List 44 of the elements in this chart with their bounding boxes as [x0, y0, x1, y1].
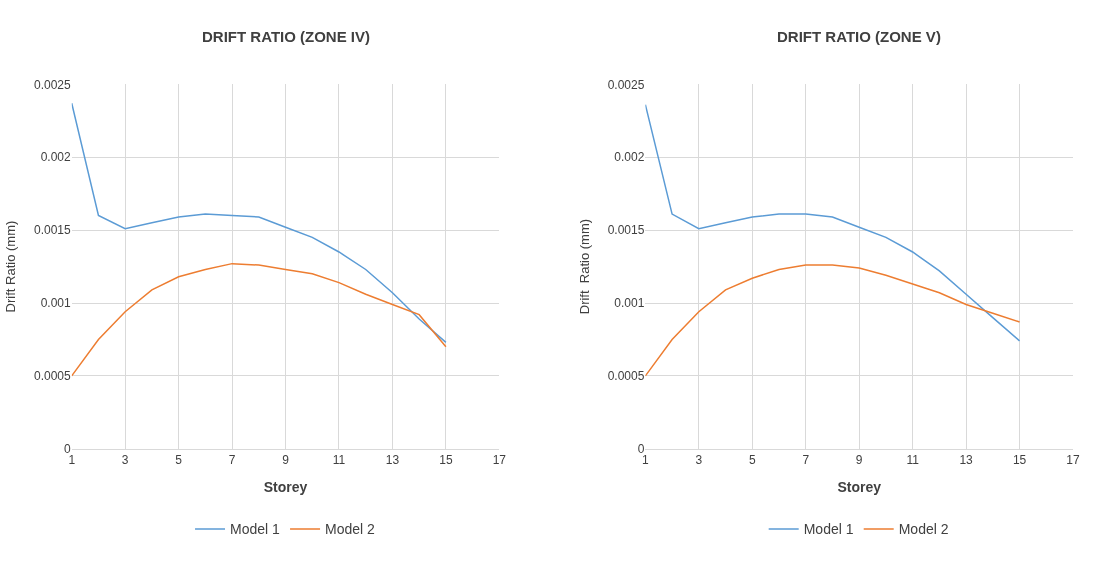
line-series	[71, 102, 447, 344]
y-tick-label: 0	[637, 442, 645, 456]
x-tick-label: 13	[959, 453, 974, 468]
legend-label: Model 2	[325, 521, 376, 538]
y-tick-label: 0.0025	[607, 77, 645, 92]
y-tick-label: 0.0005	[34, 369, 72, 384]
y-tick-label: 0.002	[614, 150, 645, 165]
x-tick-label: 15	[439, 453, 453, 468]
x-axis-title: Storey	[263, 478, 308, 495]
y-axis-title: Drift Ratio (mm)	[2, 220, 18, 313]
x-tick-label: 13	[385, 453, 400, 468]
y-tick-label: 0	[64, 442, 72, 456]
line-series	[71, 262, 447, 377]
x-tick-label: 17	[492, 453, 507, 468]
line-series	[645, 103, 1021, 342]
y-tick-label: 0.0015	[34, 223, 72, 238]
y-tick-label: 0.0005	[607, 369, 645, 384]
x-tick-label: 7	[802, 453, 810, 468]
x-tick-label: 1	[68, 453, 76, 468]
x-tick-label: 7	[228, 453, 236, 468]
x-tick-label: 3	[695, 453, 703, 468]
chart-title: DRIFT RATIO (ZONE V)	[777, 28, 941, 45]
x-tick-label: 5	[748, 453, 756, 468]
x-tick-label: 5	[175, 453, 183, 468]
y-tick-label: 0.0025	[34, 77, 72, 92]
x-tick-label: 11	[332, 453, 346, 468]
x-tick-label: 3	[121, 453, 129, 468]
x-tick-label: 1	[642, 453, 650, 468]
y-tick-label: 0.0015	[607, 223, 645, 238]
x-tick-label: 17	[1066, 453, 1080, 468]
line-series	[645, 264, 1021, 377]
x-tick-label: 9	[282, 453, 290, 468]
legend-label: Model 2	[898, 521, 949, 538]
y-tick-label: 0.002	[40, 150, 72, 165]
x-axis-title: Storey	[837, 478, 882, 495]
legend-label: Model 1	[230, 521, 281, 538]
x-tick-label: 11	[906, 453, 920, 468]
chart-title: DRIFT RATIO (ZONE IV)	[202, 28, 371, 45]
x-tick-label: 15	[1012, 453, 1027, 468]
legend-label: Model 1	[803, 521, 854, 538]
x-tick-label: 9	[855, 453, 863, 468]
y-tick-label: 0.001	[614, 296, 645, 311]
y-axis-title: Drift Ratio (mm)	[576, 218, 592, 315]
y-tick-label: 0.001	[40, 296, 72, 311]
